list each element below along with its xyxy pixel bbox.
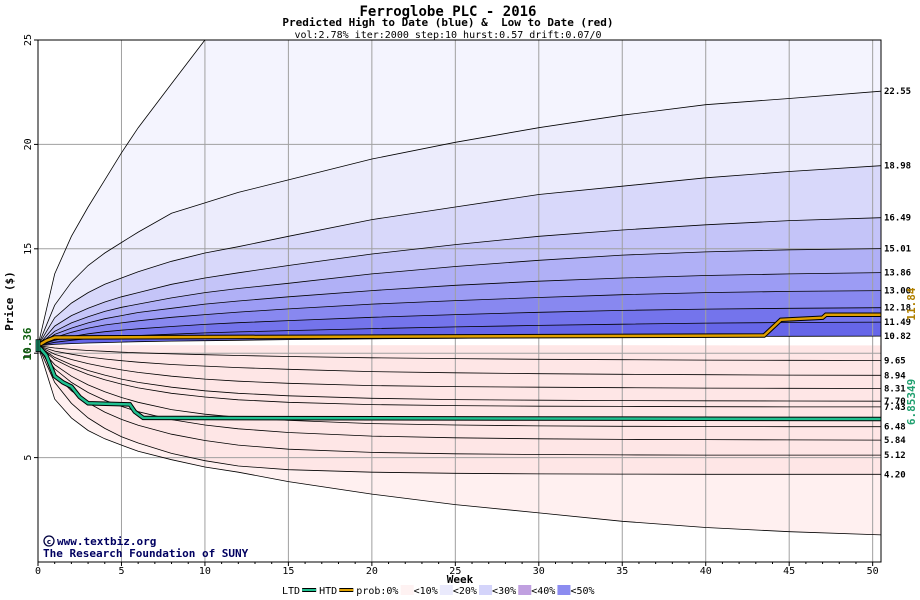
copyright-icon [43,535,55,547]
end-label: 5.84 [884,436,906,446]
outer-high-line [37,39,206,346]
legend-bin-swatch [479,585,493,595]
htd-line [37,313,881,347]
plot-frame [37,39,882,563]
legend-bin-swatch [439,585,453,595]
plot-area [37,39,881,562]
x-tick-label: 5 [118,566,124,577]
y-tick-label: 25 [23,34,34,46]
chart-title: Ferroglobe PLC - 2016 [359,4,536,20]
end-label: 4.20 [884,470,906,480]
band-line-13.86 [37,272,882,347]
outer-low-line [37,345,882,536]
end-label: 13.00 [884,287,911,297]
band-line-8.31 [37,345,882,389]
band-line-5.84 [37,345,882,441]
copyright-icon-glyph: c [47,538,51,546]
chart-subtitle: Predicted High to Date (blue) & Low to D… [282,16,613,29]
legend-bin-label: <10% [414,586,438,597]
start-price-label: 10.36 [21,327,34,360]
y-tick-label: 20 [23,138,34,150]
band-line-22.55 [37,90,882,346]
x-tick-label: 40 [700,566,712,577]
end-label: 6.48 [884,423,906,433]
end-label: 16.49 [884,214,911,224]
end-labels: 22.55 18.98 16.49 15.01 13.86 13.00 12.18 11.49… [884,87,911,480]
x-tick-label: 25 [449,566,461,577]
x-tick-label: 20 [366,566,378,577]
x-tick-label: 10 [199,566,211,577]
legend-htd-label: HTD [319,586,337,597]
y-tick-label: 15 [23,243,34,255]
y-tick-label: 10 [23,347,34,359]
band-line-8.94 [37,345,882,376]
end-label: 8.31 [884,384,906,394]
chart-marks [35,39,882,536]
band-line-9.65 [37,345,882,361]
legend-ltd-label: LTD [282,586,300,597]
band-line-16.49 [37,217,882,346]
band-area-4.20 [38,345,881,475]
y-axis-label: Price ($) [3,271,16,331]
legend-bin-label: <30% [492,586,516,597]
end-label: 18.98 [884,162,911,172]
credit-org: The Research Foundation of SUNY [43,547,249,560]
band-line-13.00 [37,290,882,347]
legend-bin-label: <40% [531,586,555,597]
legend-prob-label: prob:0% [356,586,398,597]
end-label: 15.01 [884,245,911,255]
legend: LTD HTD prob:0% <10% <20% <30% <40% <50% [282,585,595,597]
end-label: 5.12 [884,451,906,461]
x-tick-label: 35 [616,566,628,577]
end-label: 9.65 [884,357,906,367]
credit-url: www.textbiz.org [57,535,156,548]
legend-bin-swatch [518,585,532,595]
credit: c www.textbiz.org The Research Foundatio… [43,535,249,560]
x-tick-label: 15 [282,566,294,577]
x-tick-label: 45 [783,566,795,577]
end-label: 22.55 [884,87,911,97]
band-line-12.18 [37,307,882,347]
end-label: 11.49 [884,318,911,328]
band-area-10.82 [38,336,881,346]
band-line-15.01 [37,248,882,347]
y-axis: 5 10 15 20 25 [23,34,38,461]
x-tick-label: 50 [867,566,879,577]
end-label: 8.94 [884,371,906,381]
ltd-end-label: 6.85349 [905,379,918,425]
ltd-line [37,344,882,421]
end-label: 10.82 [884,332,911,342]
band-line-18.98 [37,165,882,346]
legend-bin-label: <50% [570,586,594,597]
y-tick-label: 5 [23,455,34,461]
x-tick-label: 0 [35,566,41,577]
band-line-4.20 [37,345,881,475]
chart-params: vol:2.78% iter:2000 step:10 hurst:0.57 d… [294,30,601,41]
x-tick-label: 30 [533,566,545,577]
end-label: 7.70 [884,397,906,407]
x-axis-label: Week [447,573,474,586]
legend-bin-swatch [400,585,414,595]
end-label: 7.43 [884,403,906,413]
legend-bin-swatch [557,585,571,595]
legend-bin-label: <20% [453,586,477,597]
band-line-7.43 [37,345,881,408]
x-axis: 0 5 10 15 20 25 30 35 40 45 50 [35,562,879,577]
end-label: 12.18 [884,304,911,314]
band-line-6.48 [37,345,881,428]
end-label: 13.86 [884,269,911,279]
htd-end-label: 11.84 [905,287,918,320]
band-line-7.70 [37,345,882,402]
